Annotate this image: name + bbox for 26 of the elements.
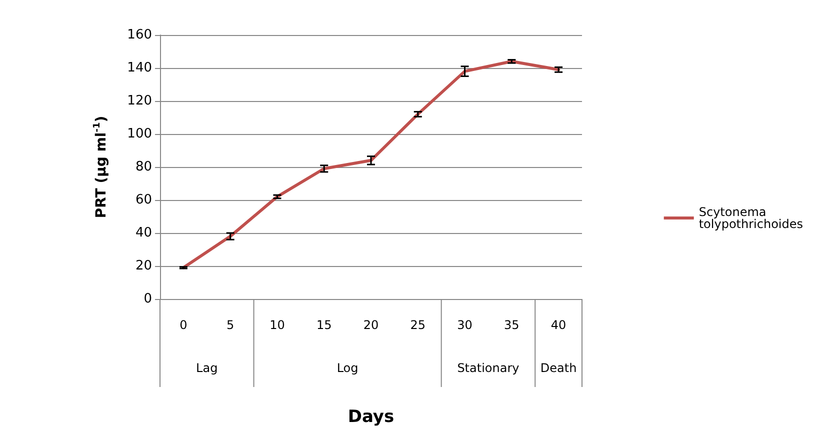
x-tick-label: 40	[550, 318, 566, 332]
x-tick-label: 20	[363, 318, 379, 332]
legend-label: Scytonema tolypothrichoides	[698, 205, 804, 231]
y-tick-label: 140	[127, 60, 152, 76]
y-tick-label: 0	[144, 292, 152, 306]
y-tick-label: 160	[127, 28, 152, 42]
text: Stationary	[457, 361, 520, 375]
x-tick-label: 5	[226, 318, 234, 332]
x-tick-label: 25	[410, 318, 426, 332]
x-tick-label: 35	[504, 318, 520, 332]
x-axis-title: Days	[348, 407, 394, 427]
y-tick-label: 60	[135, 192, 152, 208]
text: Lag	[196, 361, 218, 375]
x-tick-label: 10	[270, 318, 285, 332]
y-tick-label: 80	[135, 160, 152, 174]
text: Log	[336, 361, 358, 375]
y-axis-title: PRT (µg ml-1)	[92, 116, 110, 218]
line-series	[182, 60, 560, 270]
y-tick-label: 20	[135, 258, 152, 274]
x-tick-label: 15	[316, 318, 332, 332]
y-tick-label: 120	[127, 94, 152, 108]
text: Death	[540, 361, 577, 375]
x-tick-label: 0	[180, 318, 188, 332]
y-tick-label: 40	[135, 226, 152, 240]
y-tick-label: 100	[127, 126, 152, 142]
x-tick-label: 30	[457, 318, 472, 332]
